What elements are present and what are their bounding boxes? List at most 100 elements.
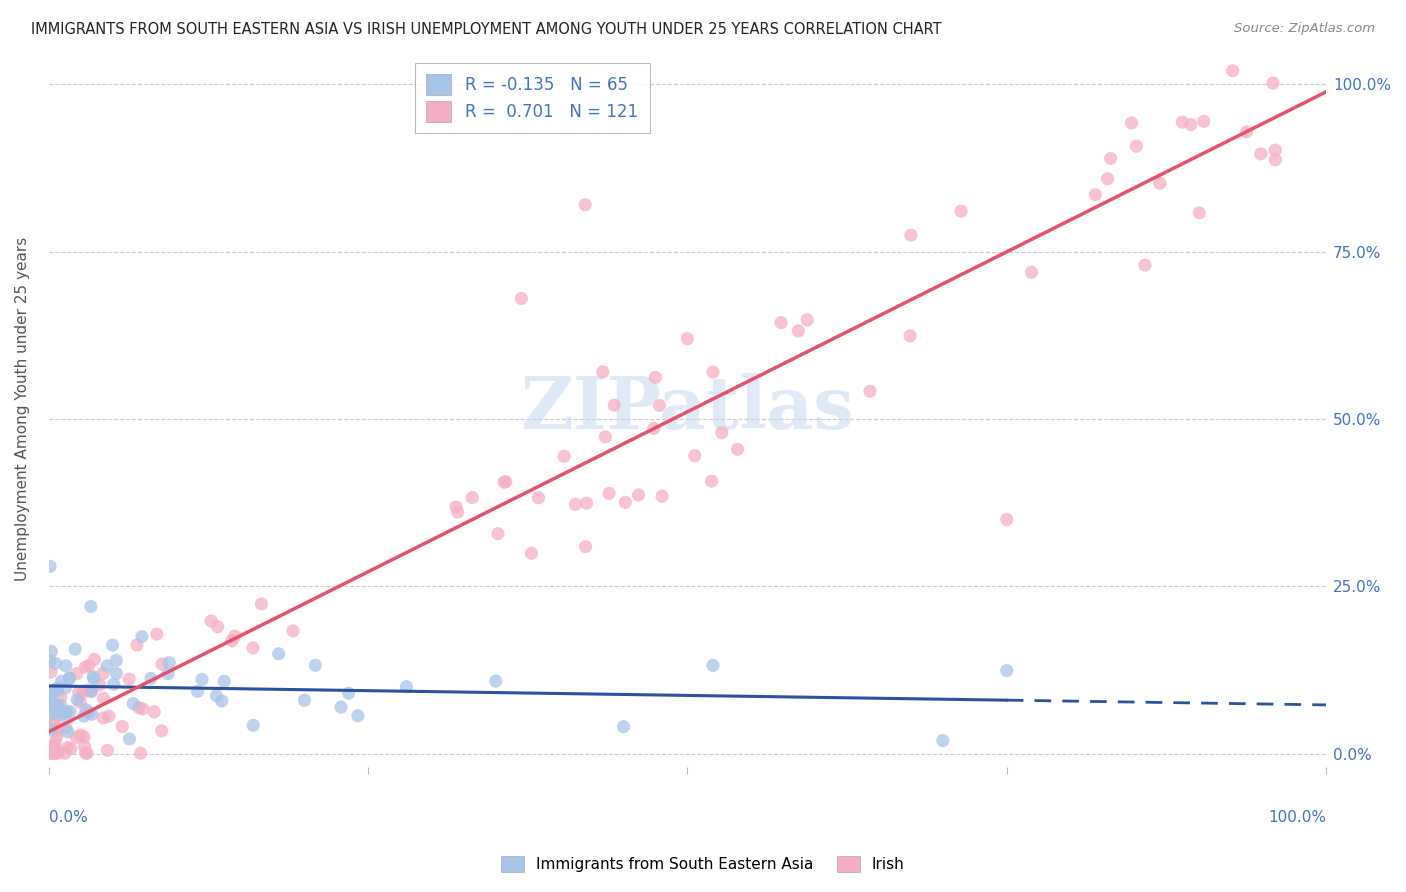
Point [495, 475, 517, 489]
Point [995, 664, 1018, 678]
Point [80, 599, 103, 614]
Point [39, 685, 62, 699]
Point [598, 486, 620, 500]
Point [105, 666, 128, 681]
Point [39, 705, 62, 719]
Point [103, 677, 125, 691]
Point [603, 398, 626, 412]
Point [595, 430, 617, 444]
Point [41, 693, 63, 707]
Point [485, 674, 508, 689]
Point [212, 674, 235, 689]
Point [1149, 176, 1171, 190]
Point [39, 746, 62, 760]
Point [132, 702, 155, 716]
Point [41, 746, 63, 760]
Point [574, 540, 596, 554]
Point [157, 656, 180, 670]
Point [205, 689, 228, 703]
Point [337, 686, 360, 700]
Point [83, 672, 105, 686]
Point [1121, 116, 1143, 130]
Point [995, 512, 1018, 526]
Point [676, 332, 699, 346]
Point [461, 491, 484, 505]
Point [39, 695, 62, 709]
Point [118, 731, 141, 746]
Point [69, 695, 91, 709]
Point [575, 496, 598, 510]
Point [51, 705, 73, 719]
Point [97, 709, 120, 723]
Point [46, 698, 69, 713]
Point [796, 313, 818, 327]
Point [49, 698, 72, 713]
Point [211, 694, 233, 708]
Point [592, 365, 614, 379]
Point [75, 703, 97, 717]
Point [51, 674, 73, 689]
Point [55, 658, 77, 673]
Point [63, 642, 86, 657]
Legend: Immigrants from South Eastern Asia, Irish: Immigrants from South Eastern Asia, Iris… [494, 848, 912, 880]
Point [53, 681, 76, 695]
Point [347, 708, 370, 723]
Point [242, 640, 264, 655]
Point [932, 733, 955, 747]
Point [83, 652, 105, 666]
Point [45, 657, 67, 671]
Point [45, 729, 67, 743]
Point [447, 505, 470, 519]
Point [330, 700, 353, 714]
Point [900, 228, 922, 243]
Point [72, 686, 94, 700]
Point [395, 680, 418, 694]
Point [710, 425, 733, 440]
Point [494, 475, 516, 490]
Point [207, 620, 229, 634]
Point [49, 690, 72, 705]
Point [700, 474, 723, 488]
Point [80, 684, 103, 698]
Point [564, 497, 586, 511]
Point [859, 384, 882, 399]
Point [1180, 118, 1202, 132]
Point [128, 700, 150, 714]
Point [56, 740, 79, 755]
Point [574, 197, 596, 211]
Legend: R = -0.135   N = 65, R =  0.701   N = 121: R = -0.135 N = 65, R = 0.701 N = 121 [415, 62, 650, 133]
Point [131, 630, 153, 644]
Point [1099, 152, 1122, 166]
Point [45, 723, 67, 737]
Point [1084, 187, 1107, 202]
Point [39, 723, 62, 737]
Point [150, 723, 173, 738]
Point [91, 666, 114, 681]
Point [44, 698, 66, 713]
Point [1133, 258, 1156, 272]
Point [42, 739, 65, 753]
Point [66, 731, 89, 745]
Point [66, 692, 89, 706]
Point [96, 743, 118, 757]
Point [46, 746, 69, 760]
Point [553, 449, 575, 463]
Point [122, 697, 145, 711]
Point [1261, 76, 1284, 90]
Point [51, 708, 73, 723]
Point [1264, 143, 1286, 157]
Point [1021, 265, 1043, 279]
Point [53, 746, 76, 760]
Point [486, 526, 509, 541]
Point [702, 365, 724, 379]
Point [146, 627, 169, 641]
Point [118, 672, 141, 686]
Point [73, 730, 96, 744]
Point [96, 659, 118, 673]
Text: Source: ZipAtlas.com: Source: ZipAtlas.com [1234, 22, 1375, 36]
Point [77, 683, 100, 698]
Point [1222, 63, 1244, 78]
Point [520, 546, 543, 560]
Point [648, 399, 671, 413]
Point [69, 728, 91, 742]
